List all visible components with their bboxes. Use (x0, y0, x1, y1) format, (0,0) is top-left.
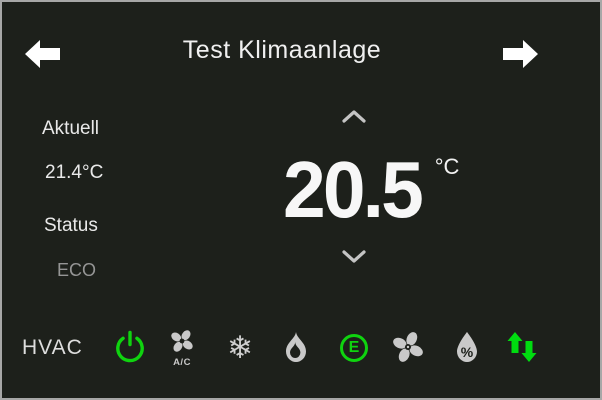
prev-page-button[interactable] (24, 37, 62, 71)
setpoint-value: 20.5 (283, 145, 424, 234)
heating-mode-button[interactable] (273, 322, 319, 374)
ac-label: A/C (173, 356, 191, 368)
cooling-mode-button[interactable]: ❄ (217, 322, 263, 374)
humidity-percent-glyph: % (461, 344, 474, 360)
status-label: Status (44, 215, 98, 236)
status-value: ECO (57, 260, 97, 280)
page-title: Test Klimaanlage (182, 36, 382, 64)
eco-mode-button[interactable]: E (331, 322, 377, 374)
setpoint-display: 20.5 °C (283, 150, 459, 230)
humidity-drop-icon: % (454, 331, 480, 366)
arrow-left-icon (24, 40, 62, 74)
power-icon (112, 329, 148, 368)
humidity-mode-button[interactable]: % (444, 322, 490, 374)
fan-icon (392, 331, 424, 366)
mode-bar: HVAC A (2, 322, 600, 374)
setpoint-decrease-button[interactable] (336, 250, 372, 266)
fan-mode-button[interactable] (385, 322, 431, 374)
flame-icon (283, 331, 309, 366)
hvac-label: HVAC (22, 336, 83, 359)
eco-e-icon: E (340, 334, 368, 362)
up-down-arrows-icon (506, 330, 538, 367)
ac-mode-button[interactable]: A/C (159, 322, 205, 374)
current-temp-label: Aktuell (42, 118, 100, 139)
arrow-right-icon (501, 40, 539, 74)
chevron-up-icon (341, 109, 367, 127)
air-exchange-button[interactable] (499, 322, 545, 374)
setpoint-increase-button[interactable] (336, 110, 372, 126)
snowflake-icon: ❄ (227, 329, 253, 366)
power-toggle-button[interactable] (107, 322, 153, 374)
chevron-down-icon (341, 249, 367, 267)
eco-letter: E (348, 339, 360, 356)
setpoint-unit: °C (434, 154, 460, 179)
next-page-button[interactable] (501, 37, 539, 71)
current-temp-value: 21.4°C (45, 162, 104, 183)
ac-fan-icon (169, 329, 195, 356)
